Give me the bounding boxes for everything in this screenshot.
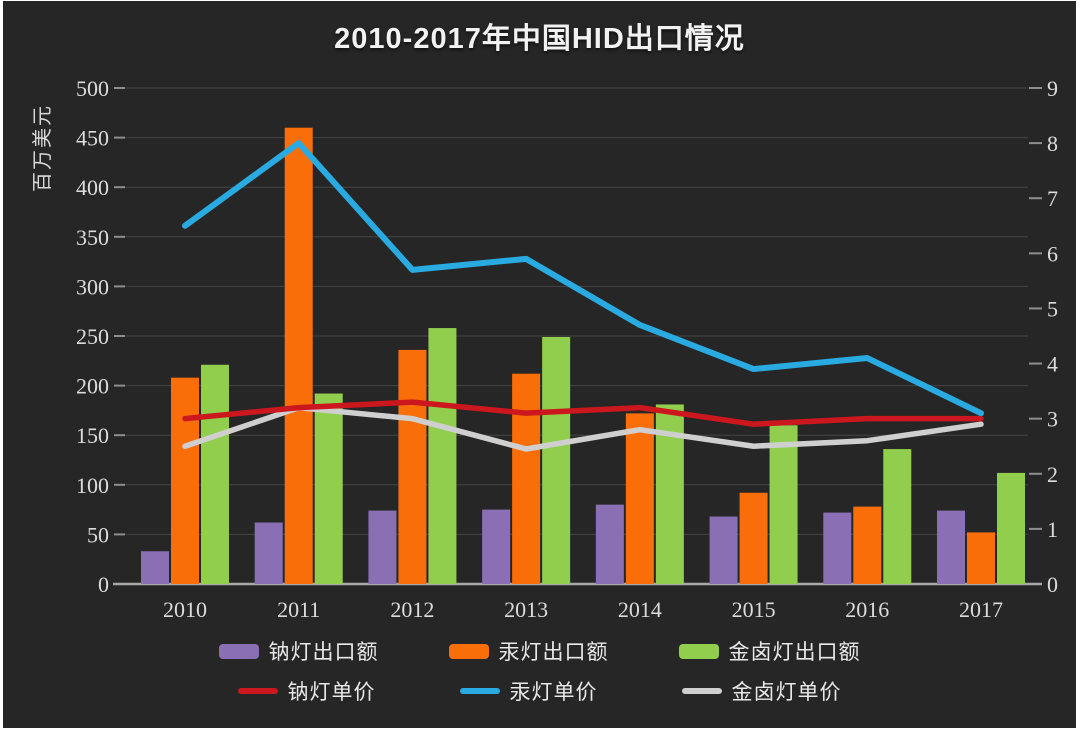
bar-mercury-export-2015 <box>739 492 768 584</box>
left-axis-tick-label: 0 <box>98 572 109 597</box>
bar-mercury-export-2012 <box>398 349 427 584</box>
bar-sodium-export-2017 <box>937 510 965 584</box>
bar-mercury-export-2011 <box>284 127 313 585</box>
legend-swatch-sodium-export <box>218 643 259 659</box>
legend-label-sodium-export: 钠灯出口额 <box>268 641 379 664</box>
right-axis-tick-label: 8 <box>1047 131 1058 156</box>
legend-swatch-halide-export <box>678 643 719 659</box>
bar-halide-export-2017 <box>997 472 1025 584</box>
legend-item-halide-price: 金卤灯单价 <box>681 675 842 707</box>
left-axis-tick-label: 150 <box>76 423 109 448</box>
x-axis-label: 2011 <box>277 597 320 622</box>
legend: 钠灯出口额 汞灯出口额 金卤灯出口额 钠灯单价 汞灯单价 金卤灯单价 <box>3 635 1076 707</box>
left-axis-tick-label: 500 <box>76 76 109 101</box>
right-axis-tick-label: 9 <box>1047 76 1058 101</box>
left-axis-tick-label: 300 <box>76 274 109 299</box>
legend-item-sodium-export: 钠灯出口额 <box>218 635 379 667</box>
line-halide-price <box>182 404 984 452</box>
bar-sodium-export-2014 <box>595 504 624 584</box>
bar-sodium-export-2010 <box>141 551 169 584</box>
right-axis-tick-label: 4 <box>1047 352 1058 377</box>
right-axis-tick-label: 2 <box>1047 462 1058 487</box>
legend-label-mercury-export: 汞灯出口额 <box>498 641 609 664</box>
bar-sodium-export-2011 <box>254 522 283 584</box>
left-axis-tick-label: 250 <box>76 324 109 349</box>
x-axis-label: 2013 <box>504 597 548 622</box>
legend-label-mercury-price: 汞灯单价 <box>509 681 598 704</box>
right-axis-tick-label: 7 <box>1047 186 1058 211</box>
bar-halide-export-2015 <box>769 425 798 584</box>
left-axis-tick-label: 50 <box>87 522 109 547</box>
left-axis-tick-label: 350 <box>76 225 109 250</box>
chart-canvas: 0 50 100 150 200 250 300 350 400 450 500 0 1 2 3 4 5 6 7 8 9… <box>31 76 1058 622</box>
line-sodium-price <box>182 399 984 427</box>
x-axis-label: 2015 <box>732 597 776 622</box>
legend-item-sodium-price: 钠灯单价 <box>237 675 376 707</box>
left-axis-tick-label: 100 <box>76 473 109 498</box>
legend-item-mercury-export: 汞灯出口额 <box>448 635 609 667</box>
legend-label-halide-price: 金卤灯单价 <box>731 681 842 704</box>
bar-sodium-export-2015 <box>709 516 738 584</box>
right-axis-tick-label: 5 <box>1047 296 1058 321</box>
legend-swatch-halide-price <box>681 688 722 694</box>
chart-title: 2010-2017年中国HID出口情况 <box>334 23 745 55</box>
bar-sodium-export-2016 <box>823 512 852 584</box>
legend-item-mercury-price: 汞灯单价 <box>459 675 598 707</box>
bar-mercury-export-2017 <box>967 532 995 584</box>
legend-row-lines: 钠灯单价 汞灯单价 金卤灯单价 <box>237 675 842 707</box>
x-axis-label: 2010 <box>163 597 207 622</box>
right-axis-tick-label: 3 <box>1047 407 1058 432</box>
bar-sodium-export-2013 <box>482 509 511 584</box>
bar-halide-export-2016 <box>883 449 912 584</box>
bar-halide-export-2010 <box>201 364 229 584</box>
legend-swatch-mercury-price <box>459 688 500 694</box>
left-axis-tick-label: 400 <box>76 175 109 200</box>
x-axis-label: 2017 <box>959 597 1003 622</box>
left-axis-tick-label: 450 <box>76 126 109 151</box>
legend-swatch-mercury-export <box>448 643 489 659</box>
bar-halide-export-2011 <box>314 393 343 584</box>
legend-swatch-sodium-price <box>237 688 278 694</box>
legend-label-sodium-price: 钠灯单价 <box>287 681 376 704</box>
legend-item-halide-export: 金卤灯出口额 <box>678 635 861 667</box>
left-axis-title: 百万美元 <box>31 104 54 192</box>
right-axis-tick-label: 6 <box>1047 241 1058 266</box>
x-axis-label: 2014 <box>618 597 662 622</box>
bar-mercury-export-2013 <box>512 373 541 584</box>
right-axis-tick-label: 1 <box>1047 517 1058 542</box>
bar-halide-export-2012 <box>428 328 457 584</box>
bar-mercury-export-2016 <box>853 506 882 584</box>
x-axis-label: 2016 <box>845 597 889 622</box>
bar-mercury-export-2010 <box>171 377 199 584</box>
line-mercury-price <box>182 140 984 417</box>
bar-halide-export-2013 <box>542 336 571 584</box>
right-axis-tick-label: 0 <box>1047 572 1058 597</box>
legend-row-bars: 钠灯出口额 汞灯出口额 金卤灯出口额 <box>218 635 861 667</box>
legend-label-halide-export: 金卤灯出口额 <box>728 641 861 664</box>
x-axis-label: 2012 <box>390 597 434 622</box>
bar-sodium-export-2012 <box>368 510 397 584</box>
left-axis-tick-label: 200 <box>76 374 109 399</box>
bar-mercury-export-2014 <box>625 413 654 584</box>
